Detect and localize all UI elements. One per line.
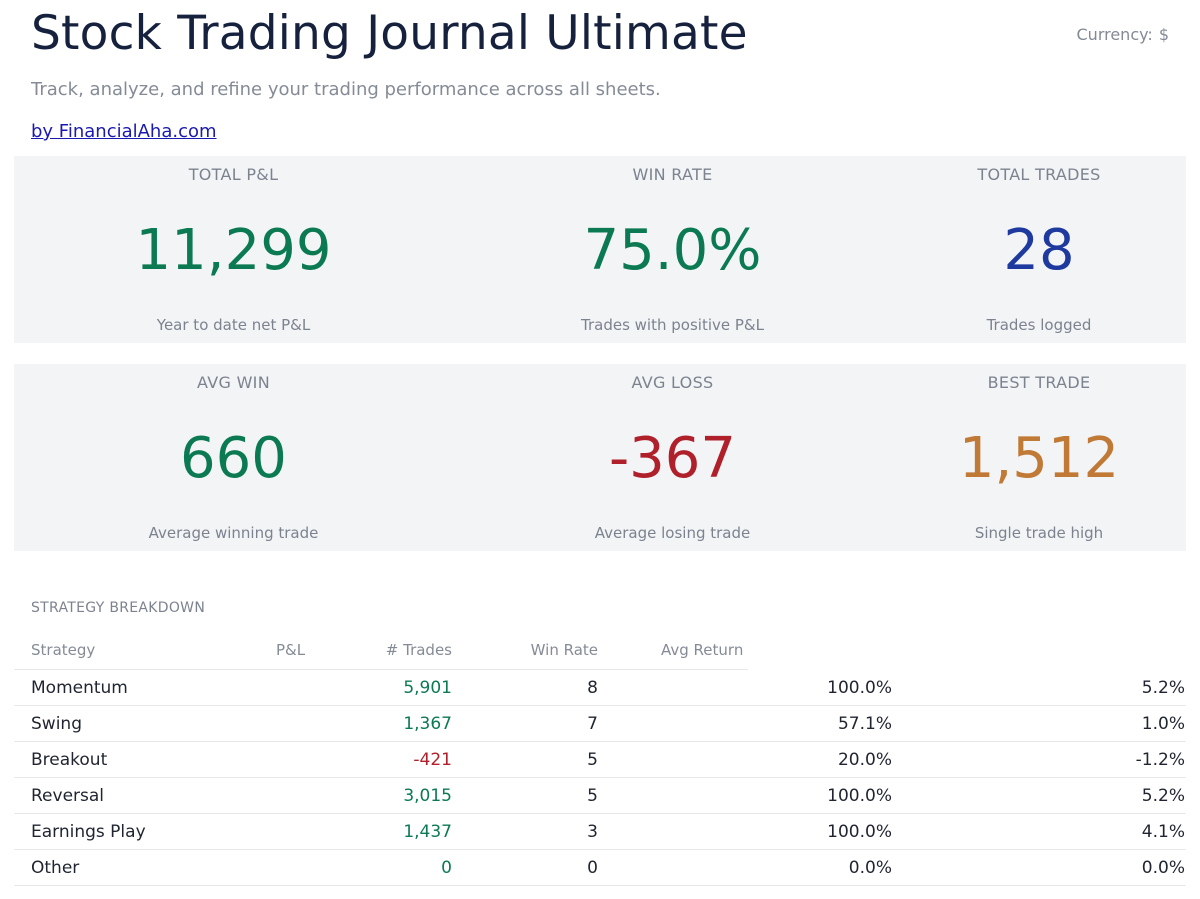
strategy-name: Earnings Play bbox=[31, 822, 146, 842]
strategy-pnl: 5,901 bbox=[403, 678, 452, 698]
strategy-win-rate: 100.0% bbox=[827, 822, 892, 842]
strategy-win-rate: 100.0% bbox=[827, 678, 892, 698]
strategy-trade-count: 3 bbox=[587, 822, 598, 842]
kpi-avg-win: AVG WIN 660 Average winning trade bbox=[14, 364, 453, 551]
strategy-section-title: STRATEGY BREAKDOWN bbox=[31, 600, 206, 616]
strategy-trade-count: 5 bbox=[587, 786, 598, 806]
currency-indicator: Currency: $ bbox=[1077, 25, 1170, 44]
strategy-trade-count: 7 bbox=[587, 714, 598, 734]
strategy-trade-count: 8 bbox=[587, 678, 598, 698]
column-header-avg-return: Avg Return bbox=[661, 641, 744, 659]
kpi-value: 75.0% bbox=[583, 218, 762, 283]
strategy-win-rate: 0.0% bbox=[848, 858, 892, 878]
strategy-avg-return: 0.0% bbox=[1141, 858, 1185, 878]
kpi-value: 28 bbox=[1003, 218, 1075, 283]
kpi-total-pnl: TOTAL P&L 11,299 Year to date net P&L bbox=[14, 156, 453, 343]
dashboard-header: Stock Trading Journal Ultimate Currency:… bbox=[0, 0, 1200, 150]
kpi-label: WIN RATE bbox=[632, 165, 713, 184]
kpi-label: AVG WIN bbox=[197, 373, 270, 392]
column-header-win-rate: Win Rate bbox=[530, 641, 598, 659]
page-title: Stock Trading Journal Ultimate bbox=[31, 6, 748, 61]
kpi-win-rate: WIN RATE 75.0% Trades with positive P&L bbox=[453, 156, 892, 343]
strategy-pnl: -421 bbox=[413, 750, 452, 770]
kpi-value: 660 bbox=[180, 426, 287, 491]
strategy-avg-return: 1.0% bbox=[1141, 714, 1185, 734]
strategy-trade-count: 5 bbox=[587, 750, 598, 770]
kpi-caption: Single trade high bbox=[974, 524, 1104, 542]
strategy-win-rate: 100.0% bbox=[827, 786, 892, 806]
financialaha-link[interactable]: by FinancialAha.com bbox=[31, 121, 217, 142]
table-row: Momentum 5,901 8 100.0% 5.2% bbox=[14, 670, 1186, 706]
column-header-trades: # Trades bbox=[385, 641, 452, 659]
table-row: Earnings Play 1,437 3 100.0% 4.1% bbox=[14, 814, 1186, 850]
strategy-table-header: Strategy P&L # Trades Win Rate Avg Retur… bbox=[14, 630, 748, 670]
kpi-row-1: TOTAL P&L 11,299 Year to date net P&L WI… bbox=[14, 156, 1186, 343]
kpi-label: TOTAL TRADES bbox=[977, 165, 1101, 184]
strategy-pnl: 1,367 bbox=[403, 714, 452, 734]
kpi-caption: Trades with positive P&L bbox=[581, 316, 764, 334]
table-row: Breakout -421 5 20.0% -1.2% bbox=[14, 742, 1186, 778]
kpi-avg-loss: AVG LOSS -367 Average losing trade bbox=[453, 364, 892, 551]
kpi-value: 11,299 bbox=[135, 218, 332, 283]
strategy-name: Momentum bbox=[31, 678, 128, 698]
strategy-name: Other bbox=[31, 858, 80, 878]
kpi-value: -367 bbox=[608, 426, 737, 491]
kpi-total-trades: TOTAL TRADES 28 Trades logged bbox=[892, 156, 1186, 343]
strategy-avg-return: -1.2% bbox=[1135, 750, 1185, 770]
currency-symbol: $ bbox=[1158, 25, 1169, 44]
kpi-caption: Average winning trade bbox=[148, 524, 319, 542]
kpi-label: BEST TRADE bbox=[987, 373, 1091, 392]
table-row: Reversal 3,015 5 100.0% 5.2% bbox=[14, 778, 1186, 814]
strategy-trade-count: 0 bbox=[587, 858, 598, 878]
table-row: Swing 1,367 7 57.1% 1.0% bbox=[14, 706, 1186, 742]
strategy-name: Swing bbox=[31, 714, 82, 734]
page-subtitle: Track, analyze, and refine your trading … bbox=[31, 79, 661, 100]
column-header-strategy: Strategy bbox=[31, 641, 96, 659]
kpi-best-trade: BEST TRADE 1,512 Single trade high bbox=[892, 364, 1186, 551]
strategy-avg-return: 4.1% bbox=[1141, 822, 1185, 842]
currency-label: Currency: bbox=[1076, 25, 1153, 44]
strategy-avg-return: 5.2% bbox=[1141, 678, 1185, 698]
strategy-pnl: 0 bbox=[441, 858, 452, 878]
kpi-label: AVG LOSS bbox=[631, 373, 714, 392]
strategy-name: Reversal bbox=[31, 786, 105, 806]
column-header-pnl: P&L bbox=[276, 641, 306, 659]
strategy-win-rate: 57.1% bbox=[837, 714, 892, 734]
strategy-pnl: 1,437 bbox=[403, 822, 452, 842]
kpi-caption: Average losing trade bbox=[594, 524, 751, 542]
kpi-label: TOTAL P&L bbox=[188, 165, 279, 184]
kpi-caption: Trades logged bbox=[986, 316, 1092, 334]
kpi-caption: Year to date net P&L bbox=[156, 316, 311, 334]
kpi-row-2: AVG WIN 660 Average winning trade AVG LO… bbox=[14, 364, 1186, 551]
strategy-name: Breakout bbox=[31, 750, 108, 770]
kpi-value: 1,512 bbox=[958, 426, 1120, 491]
strategy-pnl: 3,015 bbox=[403, 786, 452, 806]
strategy-win-rate: 20.0% bbox=[837, 750, 892, 770]
table-row: Other 0 0 0.0% 0.0% bbox=[14, 850, 1186, 886]
strategy-avg-return: 5.2% bbox=[1141, 786, 1185, 806]
